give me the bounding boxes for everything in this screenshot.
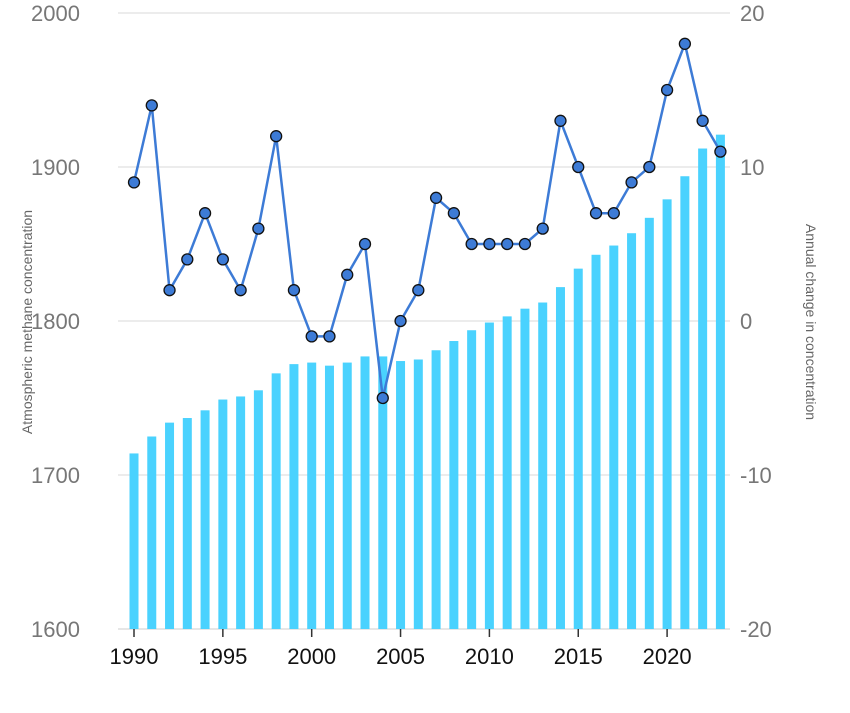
bar (129, 453, 139, 629)
bar (520, 308, 530, 629)
bar (218, 399, 228, 629)
line-point (216, 253, 230, 266)
line-point (660, 83, 674, 97)
x-tick-label: 2000 (287, 644, 336, 669)
bar (431, 350, 441, 629)
x-tick-label: 2005 (376, 644, 425, 669)
line-point (127, 176, 141, 189)
line-point (447, 207, 461, 220)
right-tick-label: 20 (740, 1, 764, 26)
bar (538, 302, 548, 629)
left-axis-label: Atmospheric methane concentration (19, 210, 35, 434)
bar (698, 148, 708, 629)
x-tick-label: 2015 (554, 644, 603, 669)
line-point (429, 191, 443, 204)
line-point (252, 222, 265, 235)
bar (573, 268, 583, 629)
line-point (625, 176, 638, 189)
left-tick-label: 1600 (31, 617, 80, 642)
bar (591, 254, 601, 629)
line-point (234, 284, 247, 297)
bar (555, 287, 565, 629)
line-series (127, 37, 727, 405)
bar (271, 373, 281, 629)
right-tick-label: 10 (740, 155, 764, 180)
bar (307, 362, 317, 629)
bar (396, 361, 406, 629)
bar (165, 422, 175, 629)
bar (200, 410, 210, 629)
line-point (198, 207, 212, 220)
line-point (589, 207, 603, 220)
bar (715, 134, 725, 629)
bar (236, 396, 246, 629)
bar (609, 245, 619, 630)
right-tick-label: -20 (740, 617, 772, 642)
line-point (696, 114, 709, 127)
bar (182, 418, 192, 629)
bar (502, 316, 512, 629)
left-tick-label: 1900 (31, 155, 80, 180)
bar (644, 217, 654, 629)
line-point (376, 391, 389, 405)
left-tick-label: 1800 (31, 309, 80, 334)
line-point (607, 207, 620, 220)
line-point (678, 37, 692, 50)
x-tick-label: 1990 (110, 644, 159, 669)
bar (484, 322, 494, 629)
right-tick-label: -10 (740, 463, 772, 488)
bar (662, 199, 672, 629)
left-tick-label: 2000 (31, 1, 80, 26)
bar (342, 362, 352, 629)
line-point (181, 253, 194, 266)
bar (467, 330, 477, 629)
line-point (554, 114, 567, 127)
gridlines (118, 12, 730, 630)
line-point (412, 284, 425, 297)
line-point (305, 330, 318, 343)
line-point (518, 237, 532, 251)
bar (627, 233, 637, 629)
line-point (323, 330, 336, 343)
bar-series (129, 134, 725, 630)
line-point (163, 284, 176, 297)
line-point (536, 222, 549, 235)
right-axis-label: Annual change in concentration (803, 224, 819, 420)
bar (147, 436, 157, 629)
x-tick-label: 2010 (465, 644, 514, 669)
left-tick-label: 1700 (31, 463, 80, 488)
bar (253, 390, 263, 629)
line-point (501, 237, 514, 251)
line-point (341, 268, 354, 281)
bar (378, 356, 388, 629)
bar (324, 365, 334, 629)
line-point (714, 145, 727, 158)
line-point (270, 130, 283, 143)
line-point (643, 160, 656, 174)
right-tick-label: 0 (740, 309, 752, 334)
bar (680, 176, 690, 630)
line-point (483, 237, 496, 251)
line-point (394, 314, 407, 328)
bar (360, 356, 370, 629)
line-point (287, 284, 301, 297)
line-path (132, 39, 722, 399)
x-tick-label: 1995 (198, 644, 247, 669)
bar (289, 364, 299, 629)
line-point (145, 99, 158, 112)
line-point (358, 237, 372, 251)
bar (413, 359, 423, 629)
bar (449, 341, 459, 629)
x-tick-label: 2020 (643, 644, 692, 669)
line-point (465, 237, 478, 251)
line-point (572, 160, 585, 174)
tick-labels: 1600 1700 1800 1900 2000 -20 -10 0 10 20 1990 1995 2… (31, 1, 772, 669)
